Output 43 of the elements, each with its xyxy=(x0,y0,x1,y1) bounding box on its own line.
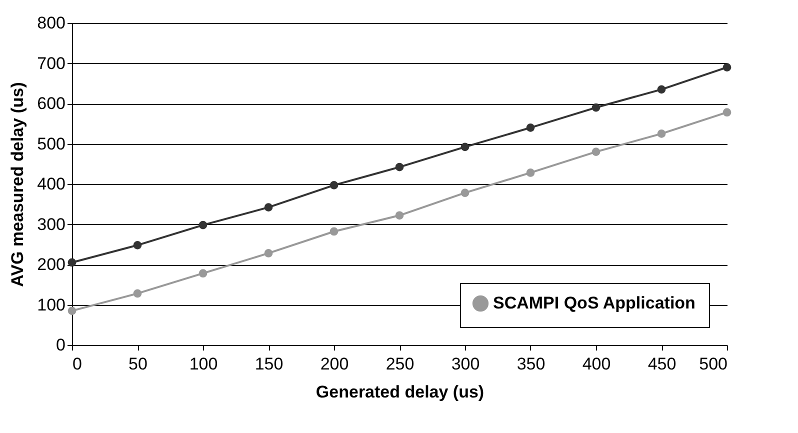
x-tick-label: 400 xyxy=(582,354,611,374)
x-tick-label: 500 xyxy=(699,354,728,374)
y-tick-label: 300 xyxy=(37,214,66,234)
point xyxy=(526,168,535,177)
x-tick-label: 200 xyxy=(320,354,349,374)
point xyxy=(395,162,404,172)
point xyxy=(722,108,732,117)
y-tick-label: 600 xyxy=(37,94,66,113)
x-tick-label: 350 xyxy=(516,354,546,374)
y-tick-label: 800 xyxy=(37,14,66,32)
legend-label: SCAMPI QoS Application xyxy=(493,294,696,312)
y-tick-label: 500 xyxy=(37,134,66,154)
point xyxy=(133,289,142,298)
x-tick-label: 100 xyxy=(189,354,218,374)
y-tick-label: 400 xyxy=(37,174,66,194)
x-axis-title: Generated delay (us) xyxy=(316,382,484,402)
point xyxy=(264,249,273,258)
y-tick-label: 100 xyxy=(37,295,66,314)
point xyxy=(395,211,404,220)
point xyxy=(722,63,732,72)
point xyxy=(460,188,470,198)
y-axis-title: AVG measured delay (us) xyxy=(8,82,28,287)
x-tick-label: 250 xyxy=(386,354,414,374)
point xyxy=(198,220,208,230)
point xyxy=(330,181,338,190)
y-tick-label: 0 xyxy=(56,336,66,354)
x-tick-label: 300 xyxy=(451,354,480,374)
point xyxy=(330,227,338,236)
y-tick-label: 200 xyxy=(37,255,66,274)
point xyxy=(657,130,666,138)
point xyxy=(133,241,142,250)
point xyxy=(460,142,470,152)
x-tick-label: 0 xyxy=(72,354,82,374)
point xyxy=(592,148,600,156)
x-tick-label: 450 xyxy=(648,354,676,374)
point xyxy=(264,203,273,212)
point xyxy=(198,269,208,278)
point xyxy=(657,85,666,94)
x-tick-label: 150 xyxy=(254,354,284,374)
point xyxy=(526,123,535,132)
y-tick-label: 700 xyxy=(37,54,66,73)
point xyxy=(592,103,600,112)
x-tick-label: 50 xyxy=(128,354,148,374)
